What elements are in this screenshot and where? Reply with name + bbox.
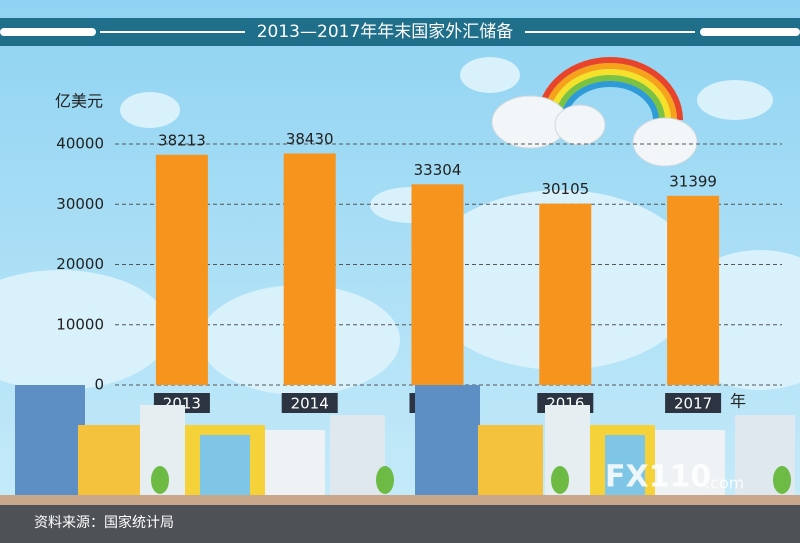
bar — [539, 203, 592, 385]
bar — [283, 153, 336, 385]
y-tick-label: 10000 — [56, 315, 104, 333]
bar — [411, 184, 464, 385]
rainbow-clouds — [491, 95, 698, 167]
value-label: 38213 — [158, 131, 206, 149]
y-tick-label: 40000 — [56, 135, 104, 153]
x-tick-label: 2014 — [291, 395, 329, 413]
value-label: 31399 — [669, 172, 717, 190]
bar — [667, 195, 720, 385]
bar — [155, 154, 208, 385]
x-tick-box — [281, 393, 338, 413]
source-note: 资料来源：国家统计局 — [34, 514, 174, 531]
y-tick-label: 0 — [94, 376, 104, 394]
x-tick-label: 2017 — [674, 395, 712, 413]
value-label: 38430 — [286, 130, 334, 148]
header-dots — [0, 28, 800, 36]
y-tick-label: 20000 — [56, 255, 104, 273]
city — [0, 385, 800, 543]
chart-title: 2013—2017年年末国家外汇储备 — [257, 22, 514, 42]
value-label: 33304 — [414, 161, 462, 179]
x-tick-box — [665, 393, 722, 413]
rainbow — [537, 57, 683, 121]
value-label: 30105 — [541, 180, 589, 198]
x-axis-label: 年 — [730, 392, 746, 411]
y-tick-label: 30000 — [56, 195, 104, 213]
y-axis-label: 亿美元 — [55, 92, 103, 111]
watermark-suffix: .com — [705, 474, 744, 493]
watermark: FX110 — [605, 460, 711, 495]
